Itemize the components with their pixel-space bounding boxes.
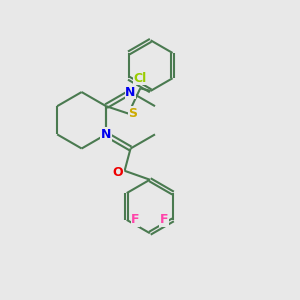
Text: F: F bbox=[131, 213, 140, 226]
Text: S: S bbox=[128, 107, 137, 120]
Text: O: O bbox=[113, 166, 123, 179]
Text: F: F bbox=[160, 213, 168, 226]
Text: Cl: Cl bbox=[134, 72, 147, 85]
Text: N: N bbox=[101, 128, 111, 141]
Text: N: N bbox=[125, 85, 136, 98]
